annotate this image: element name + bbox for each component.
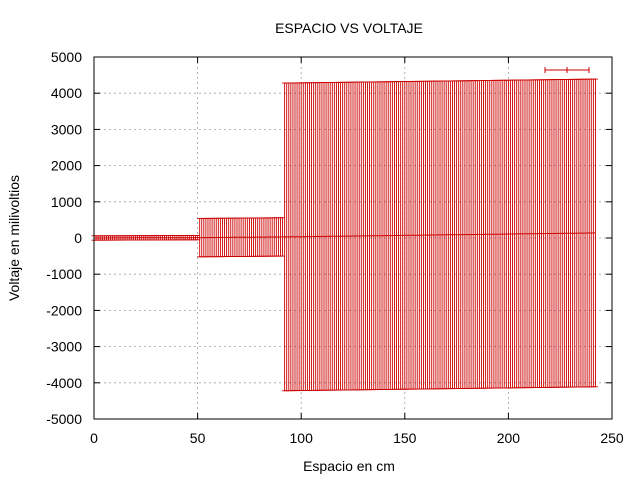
y-tick-label: 1000	[51, 194, 82, 210]
series-1	[91, 78, 598, 392]
y-tick-label: -2000	[46, 302, 82, 318]
x-tick-label: 250	[600, 430, 624, 446]
y-tick-label: -5000	[46, 411, 82, 427]
series-line	[94, 232, 596, 239]
y-tick-label: -3000	[46, 339, 82, 355]
x-tick-label: 0	[90, 430, 98, 446]
x-tick-label: 200	[497, 430, 521, 446]
y-tick-label: 5000	[51, 49, 82, 65]
y-tick-label: 3000	[51, 121, 82, 137]
chart-title: ESPACIO VS VOLTAJE	[275, 20, 423, 36]
axis-ticks: -5000-4000-3000-2000-1000010002000300040…	[46, 49, 624, 446]
plot-frame	[93, 56, 613, 420]
x-tick-label: 50	[190, 430, 206, 446]
x-tick-label: 100	[290, 430, 314, 446]
y-tick-label: 4000	[51, 85, 82, 101]
y-tick-label: 2000	[51, 158, 82, 174]
x-tick-label: 150	[393, 430, 417, 446]
y-tick-label: -4000	[46, 375, 82, 391]
legend	[544, 67, 590, 73]
y-tick-label: 0	[74, 230, 82, 246]
y-tick-label: -1000	[46, 266, 82, 282]
y-axis-label: Voltaje en milivoltios	[6, 175, 22, 301]
x-axis-label: Espacio en cm	[303, 458, 395, 474]
